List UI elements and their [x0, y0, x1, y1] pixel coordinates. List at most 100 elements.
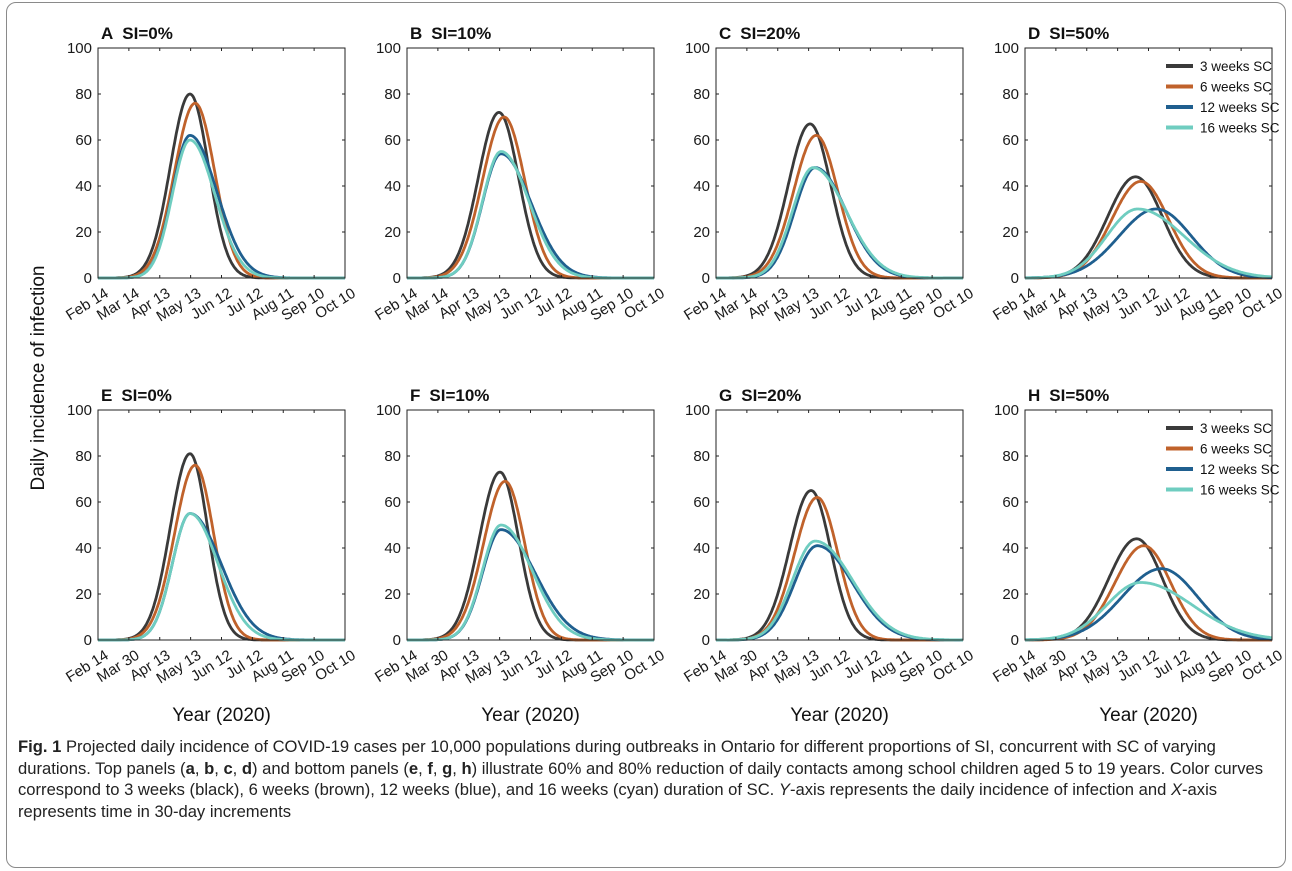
y-tick-label: 80 — [75, 86, 92, 103]
panel-title-text: SI=10% — [429, 386, 489, 405]
y-tick-label: 80 — [1002, 86, 1019, 103]
series-line-2 — [1024, 544, 1273, 642]
series-line-2 — [406, 115, 655, 280]
y-tick-label: 20 — [75, 224, 92, 241]
legend-label: 3 weeks SC — [1200, 59, 1272, 74]
y-tick-label: 100 — [685, 402, 710, 419]
y-tick-label: 0 — [393, 270, 401, 287]
x-axis-label: Year (2020) — [481, 705, 580, 726]
axes-box — [97, 47, 346, 279]
series-line-4 — [1024, 581, 1273, 642]
series-line-3 — [406, 152, 655, 280]
legend-label: 16 weeks SC — [1200, 483, 1280, 498]
caption-y-axis-word: Y — [778, 780, 790, 799]
y-tick-label: 20 — [693, 224, 710, 241]
y-tick-label: 60 — [384, 132, 401, 149]
panel-title-text: SI=0% — [121, 386, 172, 405]
panel-letter: B — [410, 24, 422, 43]
y-tick-label: 0 — [84, 632, 92, 649]
x-axis-label: Year (2020) — [172, 705, 271, 726]
y-tick-label: 40 — [75, 540, 92, 557]
panel-title: B SI=10% — [410, 24, 491, 43]
y-tick-label: 100 — [67, 40, 92, 57]
y-tick-label: 40 — [75, 178, 92, 195]
caption-letter-f: f — [427, 758, 433, 778]
caption-letter-a: a — [185, 758, 195, 778]
y-tick-label: 100 — [994, 402, 1019, 419]
panel-title-text: SI=10% — [431, 24, 491, 43]
series-line-4 — [97, 512, 346, 642]
y-tick-label: 100 — [376, 40, 401, 57]
caption-letter-d: d — [241, 758, 253, 778]
caption-letter-b: b — [204, 758, 215, 778]
caption-letter-h: h — [461, 758, 472, 778]
y-tick-label: 20 — [384, 586, 401, 603]
y-tick-label: 60 — [1002, 132, 1019, 149]
y-tick-label: 60 — [693, 132, 710, 149]
y-axis-label: Daily incidence of infection — [28, 266, 49, 491]
series-line-3 — [406, 528, 655, 642]
legend-label: 12 weeks SC — [1200, 462, 1280, 477]
y-tick-label: 80 — [1002, 448, 1019, 465]
y-tick-label: 20 — [1002, 586, 1019, 603]
y-tick-label: 40 — [1002, 178, 1019, 195]
y-tick-label: 40 — [693, 178, 710, 195]
y-tick-label: 20 — [1002, 224, 1019, 241]
y-tick-label: 20 — [75, 586, 92, 603]
y-tick-label: 60 — [75, 132, 92, 149]
series-line-1 — [406, 470, 655, 642]
y-tick-label: 80 — [693, 86, 710, 103]
figure-caption: Fig. 1 Projected daily incidence of COVI… — [18, 737, 1264, 821]
series-line-2 — [715, 134, 964, 280]
series-line-2 — [715, 496, 964, 642]
caption-text-3: ) illustrate 60% and 80% reduction of da… — [18, 758, 1264, 800]
y-tick-label: 20 — [384, 224, 401, 241]
y-tick-label: 100 — [67, 402, 92, 419]
y-tick-label: 100 — [685, 40, 710, 57]
panel-letter: H — [1028, 386, 1040, 405]
panel-title-text: SI=0% — [122, 24, 173, 43]
panel-title: H SI=50% — [1028, 386, 1109, 405]
y-tick-label: 80 — [384, 448, 401, 465]
axes-box — [715, 47, 964, 279]
axes-box — [715, 409, 964, 641]
series-line-4 — [406, 150, 655, 280]
legend-label: 16 weeks SC — [1200, 121, 1280, 136]
y-tick-label: 80 — [384, 86, 401, 103]
y-tick-label: 0 — [1011, 632, 1019, 649]
y-tick-label: 0 — [702, 270, 710, 287]
panel-title: G SI=20% — [719, 386, 801, 405]
panel-letter: C — [719, 24, 731, 43]
series-line-3 — [1024, 207, 1273, 280]
x-axis-label: Year (2020) — [790, 705, 889, 726]
series-line-4 — [715, 539, 964, 642]
y-tick-label: 0 — [702, 632, 710, 649]
panel-letter: G — [719, 386, 732, 405]
axes-box — [406, 47, 655, 279]
panel-letter: D — [1028, 24, 1040, 43]
y-tick-label: 60 — [384, 494, 401, 511]
y-tick-label: 60 — [693, 494, 710, 511]
y-tick-label: 40 — [384, 178, 401, 195]
series-line-2 — [406, 479, 655, 642]
legend-label: 3 weeks SC — [1200, 421, 1272, 436]
y-tick-label: 80 — [693, 448, 710, 465]
y-tick-label: 0 — [393, 632, 401, 649]
caption-x-axis-word: X — [1170, 780, 1183, 799]
caption-text-4: -axis represents the daily incidence of … — [789, 780, 1171, 799]
series-line-3 — [97, 134, 346, 280]
caption-text-5: -axis represents time in 30-day incremen… — [18, 780, 1218, 821]
panel-title-text: SI=50% — [1049, 24, 1109, 43]
y-tick-label: 40 — [1002, 540, 1019, 557]
panel-title-text: SI=20% — [741, 386, 801, 405]
series-line-1 — [97, 452, 346, 642]
series-line-2 — [97, 463, 346, 642]
y-tick-label: 100 — [994, 40, 1019, 57]
